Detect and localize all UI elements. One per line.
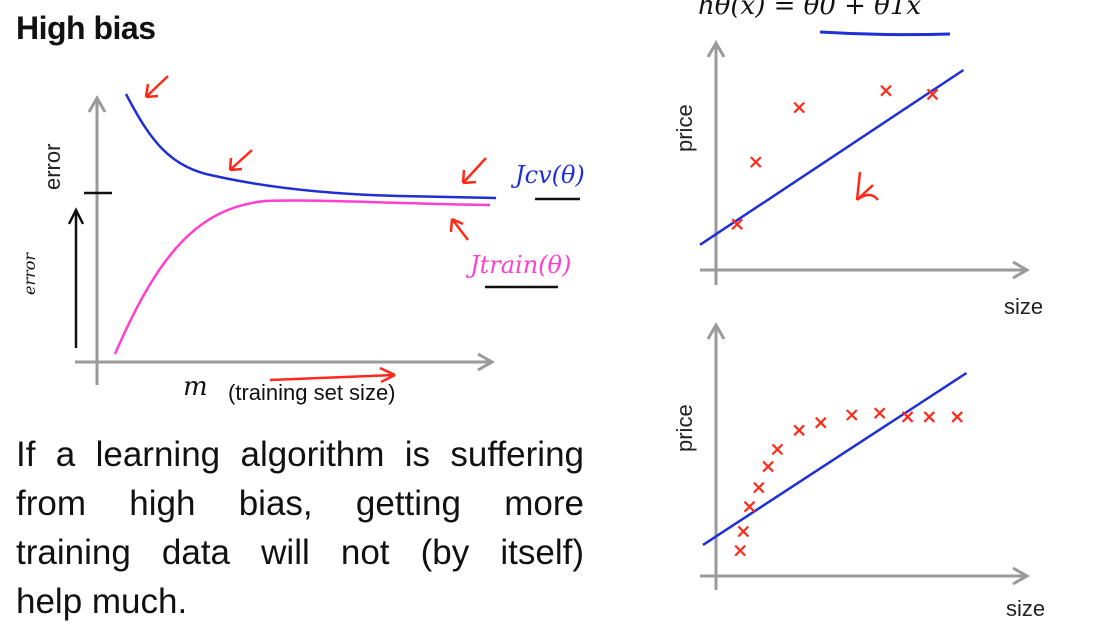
- cv-curve-label: Jcv(θ): [510, 161, 585, 189]
- lc-x-label: (training set size): [228, 380, 396, 405]
- cv-error-curve: [124, 93, 497, 200]
- red-arrow-5: [269, 366, 396, 384]
- bottom-y-label: price: [672, 404, 697, 452]
- bottom-data-point: [951, 411, 963, 423]
- learning-curve-plot: error error Jcv(θ) Jtrain(θ) m: [20, 75, 585, 405]
- lc-y-arrow: [87, 94, 107, 113]
- paragraph-line: from high bias, getting more: [16, 484, 584, 523]
- lc-x-symbol: m: [183, 372, 208, 402]
- bottom-data-point: [743, 500, 756, 513]
- red-arrow-4: [449, 217, 469, 241]
- paragraph-line: help much.: [16, 582, 188, 621]
- bottom-data-point: [737, 525, 750, 538]
- bottom-data-point: [815, 416, 827, 429]
- red-arrow-1: [144, 75, 169, 99]
- handwritten-error-note: error: [20, 252, 39, 295]
- red-arrow-2: [228, 149, 253, 172]
- top-data-point: [880, 84, 892, 97]
- hypothesis-formula: hθ(x) = θ0 + θ1x: [698, 0, 921, 21]
- bottom-data-point: [901, 411, 914, 423]
- paragraph-line: If a learning algorithm is suffering: [16, 435, 584, 474]
- lc-x-arrow: [477, 352, 496, 372]
- conclusion-paragraph: If a learning algorithm is suffering fro…: [16, 430, 584, 626]
- bottom-data-point: [793, 424, 805, 437]
- paragraph-line: training data will not (by itself): [16, 533, 584, 572]
- bottom-x-label: size: [1006, 596, 1045, 621]
- bottom-price-plot: price size: [672, 321, 1045, 621]
- bottom-data-point: [762, 460, 774, 473]
- top-y-arrow: [706, 39, 726, 58]
- lc-y-label: error: [40, 144, 65, 190]
- top-data-point: [793, 101, 805, 114]
- bottom-data-point: [753, 481, 765, 494]
- formula-underline: [819, 30, 951, 37]
- train-curve-label: Jtrain(θ): [465, 251, 571, 279]
- bottom-x-arrow: [1012, 566, 1031, 586]
- top-x-arrow: [1012, 260, 1031, 280]
- bottom-data-point: [873, 407, 886, 419]
- top-data-point: [750, 156, 762, 168]
- train-error-curve: [113, 199, 491, 355]
- top-y-label: price: [672, 104, 697, 152]
- bottom-y-arrow: [706, 321, 726, 340]
- red-arrow-3: [461, 157, 487, 185]
- top-price-plot: price size: [672, 39, 1043, 319]
- top-red-arrow: [855, 171, 879, 202]
- bottom-data-point: [846, 409, 858, 421]
- slide-title: High bias: [16, 10, 156, 46]
- top-fit-line: [699, 68, 965, 246]
- bottom-fit-line: [702, 371, 968, 546]
- top-x-label: size: [1004, 294, 1043, 319]
- bottom-data-point: [771, 443, 784, 456]
- top-data-point: [731, 218, 743, 230]
- top-data-point: [926, 88, 939, 101]
- bottom-data-point: [923, 411, 936, 423]
- bottom-data-point: [734, 544, 746, 557]
- red-annotation-arrows: [144, 75, 487, 384]
- handwritten-up-arrow-head: [67, 207, 85, 225]
